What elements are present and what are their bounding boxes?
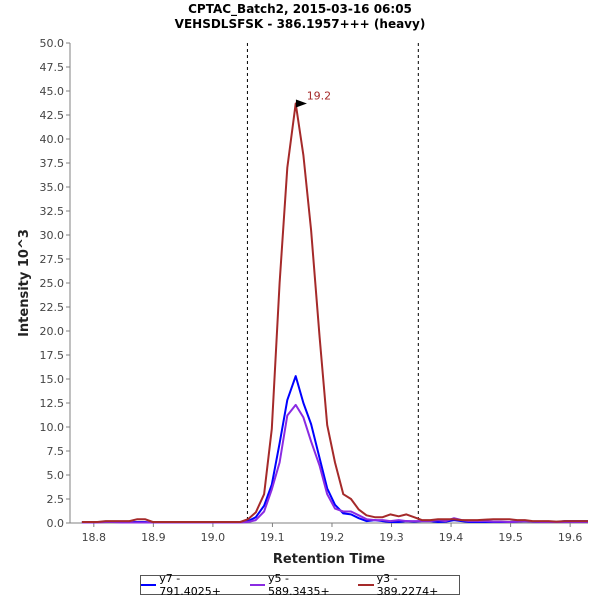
x-tick-label: 19.1 (260, 531, 285, 544)
chart-title: CPTAC_Batch2, 2015-03-16 06:05 (188, 2, 412, 16)
legend-item: y5 - 589.3435+ (249, 572, 351, 598)
y-tick-label: 0.0 (47, 517, 65, 530)
legend-swatch (358, 584, 374, 586)
x-tick-label: 19.3 (379, 531, 404, 544)
y-tick-label: 35.0 (40, 181, 65, 194)
x-tick-label: 19.0 (201, 531, 226, 544)
y-axis-label: Intensity 10^3 (17, 229, 32, 337)
y-tick-label: 30.0 (40, 229, 65, 242)
y-tick-label: 32.5 (40, 205, 65, 218)
x-tick-label: 18.8 (82, 531, 107, 544)
y-tick-label: 2.5 (47, 493, 65, 506)
y-tick-label: 40.0 (40, 133, 65, 146)
y-tick-label: 47.5 (40, 61, 65, 74)
y-tick-label: 50.0 (40, 37, 65, 50)
x-tick-label: 18.9 (141, 531, 166, 544)
peak-label: 19.2 (307, 89, 332, 102)
chart-legend: y7 - 791.4025+ y5 - 589.3435+ y3 - 389.227… (140, 572, 460, 598)
y-tick-label: 27.5 (40, 253, 65, 266)
y-tick-label: 42.5 (40, 109, 65, 122)
y-tick-label: 12.5 (40, 397, 65, 410)
x-tick-label: 19.6 (558, 531, 583, 544)
peak-arrow (295, 99, 307, 108)
y-tick-label: 22.5 (40, 301, 65, 314)
y-tick-label: 7.5 (47, 445, 65, 458)
y-tick-label: 17.5 (40, 349, 65, 362)
y-tick-label: 10.0 (40, 421, 65, 434)
x-tick-label: 19.4 (439, 531, 464, 544)
legend-swatch (249, 584, 265, 586)
x-tick-label: 19.2 (320, 531, 345, 544)
legend-label: y3 - 389.2274+ (376, 572, 439, 598)
legend-label: y7 - 791.4025+ (159, 572, 221, 598)
y-tick-label: 45.0 (40, 85, 65, 98)
legend-item: y3 - 389.2274+ (358, 572, 459, 598)
series-line (81, 102, 588, 523)
x-axis-label: Retention Time (273, 552, 385, 567)
legend-swatch (141, 584, 157, 586)
y-tick-label: 5.0 (47, 469, 65, 482)
legend-label: y5 - 589.3435+ (267, 572, 330, 598)
x-tick-label: 19.5 (498, 531, 523, 544)
chart-subtitle: VEHSDLSFSK - 386.1957+++ (heavy) (174, 17, 426, 31)
plot-area (70, 43, 588, 523)
y-tick-label: 15.0 (40, 373, 65, 386)
y-tick-label: 20.0 (40, 325, 65, 338)
y-tick-label: 25.0 (40, 277, 65, 290)
legend-item: y7 - 791.4025+ (141, 572, 242, 598)
y-tick-label: 37.5 (40, 157, 65, 170)
